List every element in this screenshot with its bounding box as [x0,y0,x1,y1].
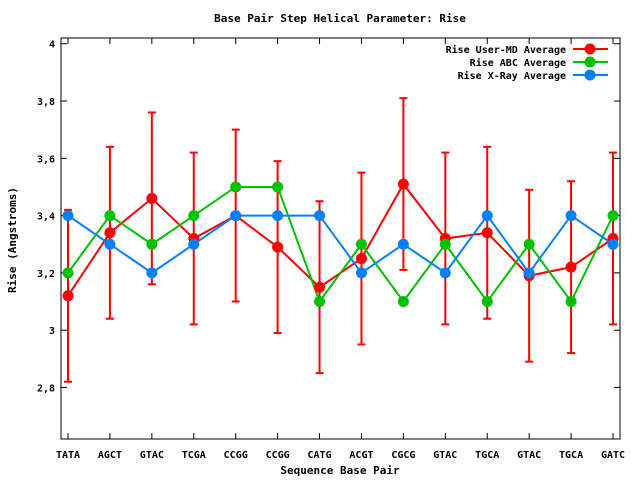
series-line-2 [67,213,614,275]
x-tick-label: CCGG [266,450,290,461]
data-point-series-1 [314,296,326,308]
y-tick-label: 2,8 [37,383,55,394]
data-point-series-0 [397,178,409,190]
data-point-series-0 [146,192,158,204]
data-point-series-1 [397,296,409,308]
y-tick-label: 3,6 [37,154,55,165]
x-tick-label: CGCG [391,450,415,461]
data-point-series-2 [62,210,74,222]
data-point-series-1 [565,296,577,308]
data-point-series-2 [314,210,326,222]
data-point-series-2 [230,210,242,222]
data-point-series-0 [481,227,493,239]
legend-marker-1 [584,56,596,68]
x-tick-label: CCGG [224,450,248,461]
plot-frame [60,37,621,440]
data-point-series-0 [62,290,74,302]
data-point-series-1 [355,238,367,250]
y-tick-label: 4 [49,40,55,51]
legend-label-2: Rise X-Ray Average [458,70,566,82]
y-tick-label: 3,4 [37,212,55,223]
data-point-series-2 [439,267,451,279]
legend-marker-2 [584,69,596,81]
data-point-series-0 [355,253,367,265]
x-tick-label: TATA [56,450,80,461]
data-point-series-2 [104,238,116,250]
data-point-series-2 [355,267,367,279]
chart-title: Base Pair Step Helical Parameter: Rise [214,12,466,25]
series-line-1 [67,185,614,304]
data-point-series-2 [188,238,200,250]
data-point-series-0 [314,281,326,293]
y-tick-label: 3,2 [37,269,55,280]
data-point-series-2 [607,238,619,250]
data-point-series-2 [397,238,409,250]
x-tick-label: GATC [601,450,625,461]
legend-label-0: Rise User-MD Average [446,44,566,56]
data-point-series-2 [565,210,577,222]
data-point-series-1 [523,238,535,250]
y-tick-label: 3,8 [37,97,55,108]
x-tick-label: GTAC [433,450,457,461]
data-point-series-0 [104,227,116,239]
data-point-series-0 [272,241,284,253]
x-tick-label: AGCT [98,450,122,461]
legend-label-1: Rise ABC Average [470,57,566,69]
data-point-series-0 [565,261,577,273]
data-point-series-1 [481,296,493,308]
data-point-series-1 [62,267,74,279]
y-axis-label: Rise (Angstroms) [6,187,19,293]
x-tick-label: GTAC [517,450,541,461]
data-point-series-1 [230,181,242,193]
x-tick-label: GTAC [140,450,164,461]
data-point-series-1 [439,238,451,250]
x-tick-label: TGCA [559,450,583,461]
data-point-series-1 [272,181,284,193]
data-point-series-2 [523,267,535,279]
x-axis-label: Sequence Base Pair [280,464,400,477]
x-tick-label: CATG [307,450,331,461]
y-tick-label: 3 [49,326,55,337]
legend-marker-0 [584,43,596,55]
data-point-series-1 [188,210,200,222]
data-point-series-2 [481,210,493,222]
x-tick-label: TCGA [182,450,206,461]
x-tick-label: TGCA [475,450,499,461]
data-point-series-1 [104,210,116,222]
data-point-series-1 [607,210,619,222]
data-point-series-2 [146,267,158,279]
data-point-series-2 [272,210,284,222]
x-tick-label: ACGT [349,450,373,461]
data-point-series-1 [146,238,158,250]
